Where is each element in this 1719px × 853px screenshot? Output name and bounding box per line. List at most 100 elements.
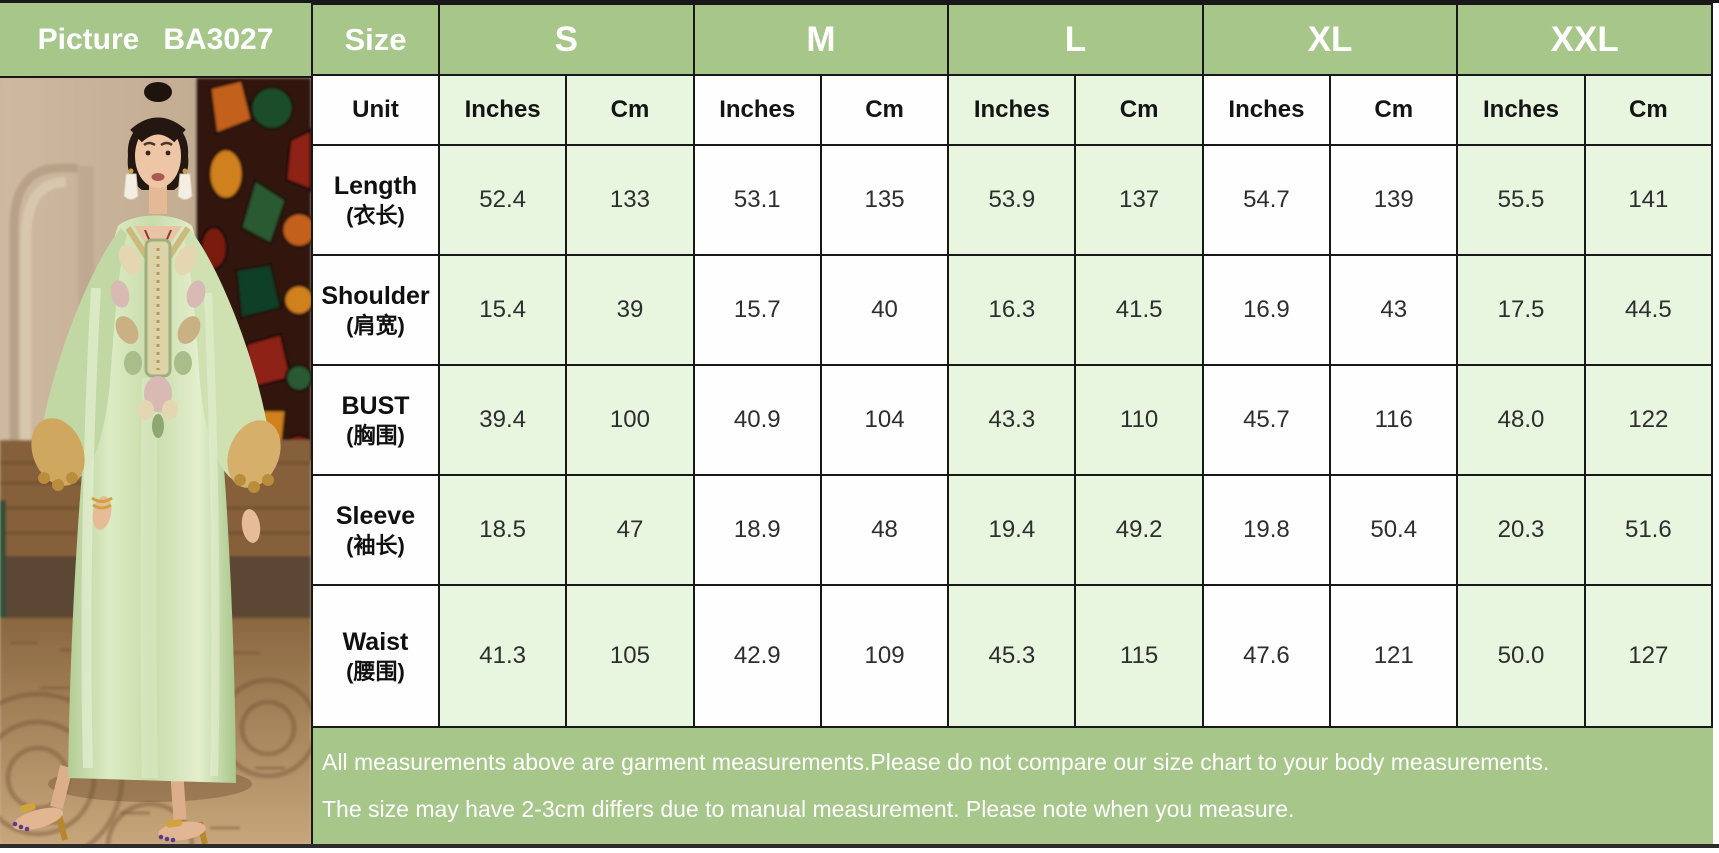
unit-inches-cell: Inches	[947, 74, 1077, 146]
measurement-cell: 47.6	[1201, 584, 1332, 728]
row-label: Waist (腰围)	[311, 584, 440, 728]
measurement-cell: 54.7	[1201, 144, 1332, 256]
measurement-cell: 39	[565, 254, 695, 366]
row-label: Sleeve (袖长)	[311, 474, 440, 586]
measurement-cell: 135	[819, 144, 950, 256]
size-column-header: Size	[311, 3, 440, 76]
measurement-cell: 104	[819, 364, 950, 476]
measurement-cell: 18.5	[437, 474, 568, 586]
measurement-cell: 41.5	[1074, 254, 1204, 366]
measurement-cell: 16.3	[947, 254, 1077, 366]
bottom-divider	[0, 844, 1719, 848]
lace-cuffs	[31, 418, 281, 493]
measurement-cell: 55.5	[1456, 144, 1586, 256]
measurement-cell: 48.0	[1456, 364, 1586, 476]
measurement-cell: 133	[565, 144, 695, 256]
row-label: Length (衣长)	[311, 144, 440, 256]
row-label-en: BUST	[341, 391, 410, 420]
chest-embroidery	[110, 238, 206, 438]
woman-figure	[12, 82, 281, 844]
picture-label: Picture	[37, 22, 140, 56]
measurement-cell: 110	[1074, 364, 1204, 476]
measurement-cell: 19.4	[947, 474, 1077, 586]
unit-inches-cell: Inches	[1201, 74, 1332, 146]
measurement-cell: 49.2	[1074, 474, 1204, 586]
row-label: BUST (胸围)	[311, 364, 440, 476]
measurement-row-bust: BUST (胸围) 39.4 100 40.9 104 43.3 110 45.…	[311, 364, 1714, 476]
measurement-cell: 141	[1583, 144, 1714, 256]
measurement-cell: 43.3	[947, 364, 1077, 476]
measurement-notes: All measurements above are garment measu…	[311, 728, 1713, 844]
earrings	[123, 168, 193, 200]
row-label: Shoulder (肩宽)	[311, 254, 440, 366]
row-label-en: Shoulder	[321, 281, 430, 310]
unit-inches-cell: Inches	[692, 74, 822, 146]
picture-header: Picture BA3027	[0, 3, 311, 78]
row-label-zh: (胸围)	[346, 422, 405, 448]
unit-cm-cell: Cm	[819, 74, 950, 146]
measurement-cell: 45.7	[1201, 364, 1332, 476]
row-label-en: Sleeve	[335, 501, 416, 530]
size-chart-table: Size S M L XL XXL Unit Inches Cm Inches …	[311, 3, 1714, 728]
measurement-cell: 18.9	[692, 474, 822, 586]
row-label-zh: (衣长)	[346, 202, 405, 228]
measurement-cell: 51.6	[1583, 474, 1714, 586]
content-area: Picture BA3027	[0, 3, 1719, 844]
measurement-cell: 44.5	[1583, 254, 1714, 366]
measurement-cell: 17.5	[1456, 254, 1586, 366]
row-label-en: Waist	[342, 627, 409, 656]
unit-cm-cell: Cm	[1074, 74, 1204, 146]
product-photo	[0, 78, 311, 844]
unit-cm-cell: Cm	[1583, 74, 1714, 146]
unit-cm-cell: Cm	[1329, 74, 1459, 146]
measurement-row-shoulder: Shoulder (肩宽) 15.4 39 15.7 40 16.3 41.5 …	[311, 254, 1714, 366]
picture-column: Picture BA3027	[0, 3, 311, 844]
measurement-cell: 15.4	[437, 254, 568, 366]
measurement-cell: 19.8	[1201, 474, 1332, 586]
measurement-cell: 109	[819, 584, 950, 728]
unit-label: Unit	[311, 74, 440, 146]
measurement-cell: 115	[1074, 584, 1204, 728]
size-header-xl: XL	[1201, 3, 1459, 76]
unit-cm-cell: Cm	[565, 74, 695, 146]
unit-inches-cell: Inches	[437, 74, 568, 146]
measurement-cell: 48	[819, 474, 950, 586]
measurement-cell: 50.4	[1329, 474, 1459, 586]
size-header-l: L	[947, 3, 1204, 76]
size-header-s: S	[438, 3, 695, 76]
measurement-cell: 43	[1329, 254, 1459, 366]
unit-row: Unit Inches Cm Inches Cm Inches Cm Inche…	[311, 74, 1714, 146]
measurement-cell: 40.9	[692, 364, 822, 476]
note-line-1: All measurements above are garment measu…	[322, 748, 1550, 775]
measurement-row-length: Length (衣长) 52.4 133 53.1 135 53.9 137 5…	[311, 144, 1714, 256]
measurement-cell: 40	[819, 254, 950, 366]
measurement-cell: 53.1	[692, 144, 822, 256]
measurement-cell: 42.9	[692, 584, 822, 728]
table-column: Size S M L XL XXL Unit Inches Cm Inches …	[311, 3, 1714, 844]
measurement-cell: 139	[1329, 144, 1459, 256]
size-header-row: Size S M L XL XXL	[311, 3, 1713, 76]
measurement-cell: 16.9	[1201, 254, 1332, 366]
measurement-cell: 47	[565, 474, 695, 586]
row-label-zh: (肩宽)	[346, 312, 405, 338]
unit-inches-cell: Inches	[1456, 74, 1586, 146]
measurement-cell: 53.9	[947, 144, 1077, 256]
measurement-cell: 41.3	[437, 584, 568, 728]
row-label-en: Length	[333, 171, 418, 200]
measurement-cell: 116	[1329, 364, 1459, 476]
measurement-cell: 52.4	[437, 144, 568, 256]
measurement-cell: 137	[1074, 144, 1204, 256]
measurement-cell: 121	[1329, 584, 1459, 728]
size-header-m: M	[692, 3, 950, 76]
measurement-cell: 100	[565, 364, 695, 476]
measurement-cell: 20.3	[1456, 474, 1586, 586]
measurement-row-waist: Waist (腰围) 41.3 105 42.9 109 45.3 115 47…	[311, 584, 1714, 728]
measurement-cell: 45.3	[947, 584, 1077, 728]
product-code: BA3027	[163, 22, 274, 56]
gold-heels	[12, 802, 208, 844]
measurement-cell: 39.4	[437, 364, 568, 476]
row-label-zh: (袖长)	[346, 532, 405, 558]
note-line-2: The size may have 2-3cm differs due to m…	[322, 795, 1295, 822]
measurement-cell: 50.0	[1456, 584, 1586, 728]
